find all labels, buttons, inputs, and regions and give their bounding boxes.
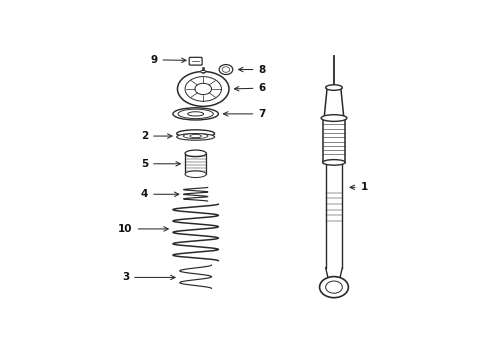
Polygon shape — [325, 162, 342, 268]
Polygon shape — [322, 118, 345, 162]
Text: 8: 8 — [238, 64, 265, 75]
Ellipse shape — [195, 83, 211, 95]
Ellipse shape — [321, 115, 346, 121]
Ellipse shape — [200, 71, 205, 73]
Circle shape — [325, 281, 342, 293]
Circle shape — [222, 67, 229, 72]
Ellipse shape — [325, 85, 342, 90]
Ellipse shape — [183, 134, 207, 139]
Text: 5: 5 — [141, 159, 180, 169]
Ellipse shape — [189, 134, 201, 138]
Text: 3: 3 — [122, 273, 175, 283]
Circle shape — [319, 276, 347, 298]
Circle shape — [219, 64, 232, 75]
Ellipse shape — [176, 134, 214, 140]
Text: 6: 6 — [234, 83, 265, 93]
Ellipse shape — [187, 112, 203, 116]
Text: 7: 7 — [223, 109, 265, 119]
Polygon shape — [184, 153, 206, 174]
Ellipse shape — [184, 77, 221, 101]
Ellipse shape — [177, 72, 228, 106]
Ellipse shape — [184, 171, 206, 177]
Ellipse shape — [322, 159, 345, 165]
Ellipse shape — [176, 130, 214, 137]
Ellipse shape — [173, 108, 218, 120]
Ellipse shape — [178, 109, 213, 118]
Text: 1: 1 — [349, 183, 367, 192]
Polygon shape — [324, 87, 343, 118]
Text: 4: 4 — [141, 189, 179, 199]
Text: 2: 2 — [141, 131, 172, 141]
FancyBboxPatch shape — [189, 57, 202, 65]
Text: 9: 9 — [150, 55, 185, 65]
Ellipse shape — [184, 150, 206, 157]
Text: 10: 10 — [118, 224, 168, 234]
Polygon shape — [325, 268, 342, 278]
